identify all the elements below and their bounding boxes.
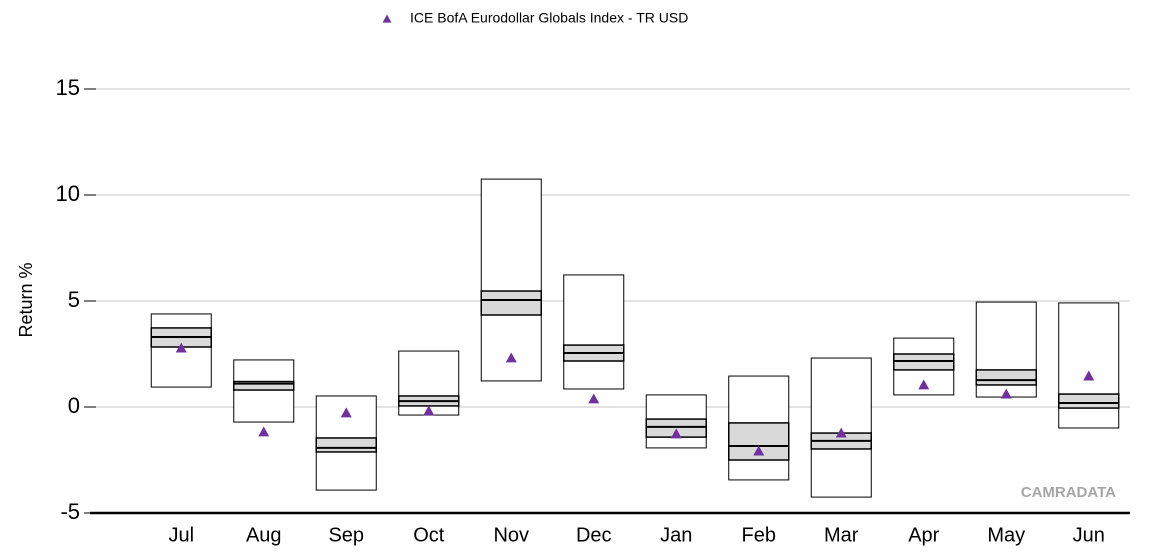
index-marker [423, 405, 435, 416]
index-marker [588, 393, 600, 404]
index-marker [918, 379, 930, 390]
range-box [233, 359, 295, 423]
x-tick-label: Nov [493, 524, 529, 546]
x-tick-label: Sep [328, 524, 364, 546]
y-tick-label: 10 [56, 181, 80, 206]
index-marker [835, 427, 847, 438]
index-marker [1000, 388, 1012, 399]
watermark: CAMRADATA [1021, 484, 1116, 501]
range-box [563, 274, 625, 390]
quartile-box [1058, 393, 1120, 409]
x-tick-label: Dec [576, 524, 612, 546]
index-marker [1083, 370, 1095, 381]
range-box [480, 178, 542, 382]
range-box [1058, 302, 1120, 429]
legend-marker [382, 14, 392, 23]
y-tick-label: -5 [60, 499, 80, 524]
x-tick-label: Mar [824, 524, 859, 546]
index-marker [258, 426, 270, 437]
index-marker [753, 445, 765, 456]
x-tick-label: Apr [908, 524, 939, 546]
legend-label: ICE BofA Eurodollar Globals Index - TR U… [410, 10, 688, 26]
x-tick-label: Jun [1073, 524, 1105, 546]
quartile-box [480, 290, 542, 316]
x-tick-label: Oct [413, 524, 445, 546]
quartile-box [975, 369, 1037, 386]
x-tick-label: Aug [246, 524, 282, 546]
y-tick-label: 15 [56, 75, 80, 100]
index-marker [505, 352, 517, 363]
quartile-box [233, 380, 295, 391]
x-tick-label: May [987, 524, 1025, 546]
index-marker [340, 407, 352, 418]
range-box [810, 357, 872, 498]
index-marker [175, 342, 187, 353]
x-tick-label: Jan [660, 524, 692, 546]
y-tick-label: 5 [68, 287, 80, 312]
index-marker [670, 428, 682, 439]
x-tick-label: Feb [742, 524, 776, 546]
y-tick-label: 0 [68, 393, 80, 418]
x-tick-label: Jul [168, 524, 194, 546]
y-axis-label: Return % [16, 262, 36, 337]
quartile-box [315, 437, 377, 453]
